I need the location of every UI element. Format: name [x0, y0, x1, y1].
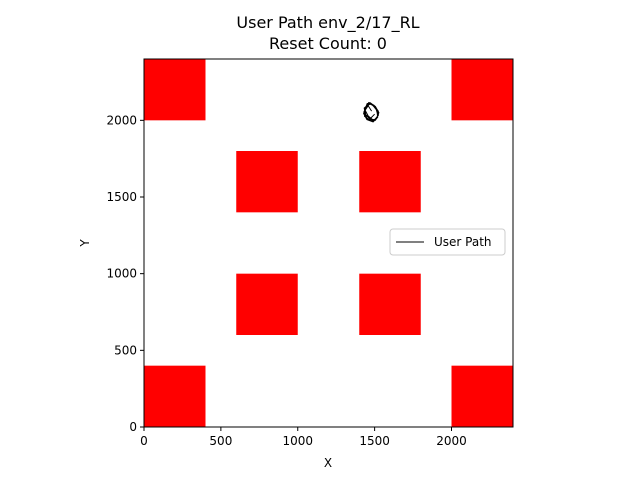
chart-subtitle: Reset Count: 0 — [269, 34, 387, 53]
x-axis: 0 500 1000 1500 2000 — [140, 427, 467, 448]
obstacle-layer — [144, 59, 513, 427]
x-tick-label: 1000 — [282, 434, 313, 448]
obstacle-1 — [451, 59, 513, 121]
obstacle-5 — [359, 273, 421, 335]
y-tick-label: 0 — [129, 420, 137, 434]
obstacle-3 — [359, 151, 421, 213]
obstacle-6 — [144, 365, 206, 427]
chart-title: User Path env_2/17_RL — [236, 13, 419, 33]
y-axis: 0 500 1000 1500 2000 — [106, 113, 144, 434]
path-layer — [363, 101, 380, 123]
legend-label: User Path — [434, 235, 492, 249]
x-tick-label: 0 — [140, 434, 148, 448]
x-tick-label: 1500 — [359, 434, 390, 448]
legend-box — [389, 228, 506, 256]
obstacle-4 — [236, 273, 298, 335]
y-tick-label: 1500 — [106, 190, 137, 204]
legend: User Path — [389, 228, 506, 256]
series-line-0 — [363, 101, 380, 123]
x-tick-label: 2000 — [436, 434, 467, 448]
plot-frame — [143, 58, 514, 428]
y-axis-label: Y — [78, 239, 92, 248]
obstacle-7 — [451, 365, 513, 427]
x-tick-label: 500 — [209, 434, 232, 448]
obstacle-0 — [144, 59, 206, 121]
y-tick-label: 500 — [114, 343, 137, 357]
x-axis-label: X — [324, 456, 332, 470]
y-tick-label: 1000 — [106, 267, 137, 281]
obstacle-2 — [236, 151, 298, 213]
y-tick-label: 2000 — [106, 113, 137, 127]
